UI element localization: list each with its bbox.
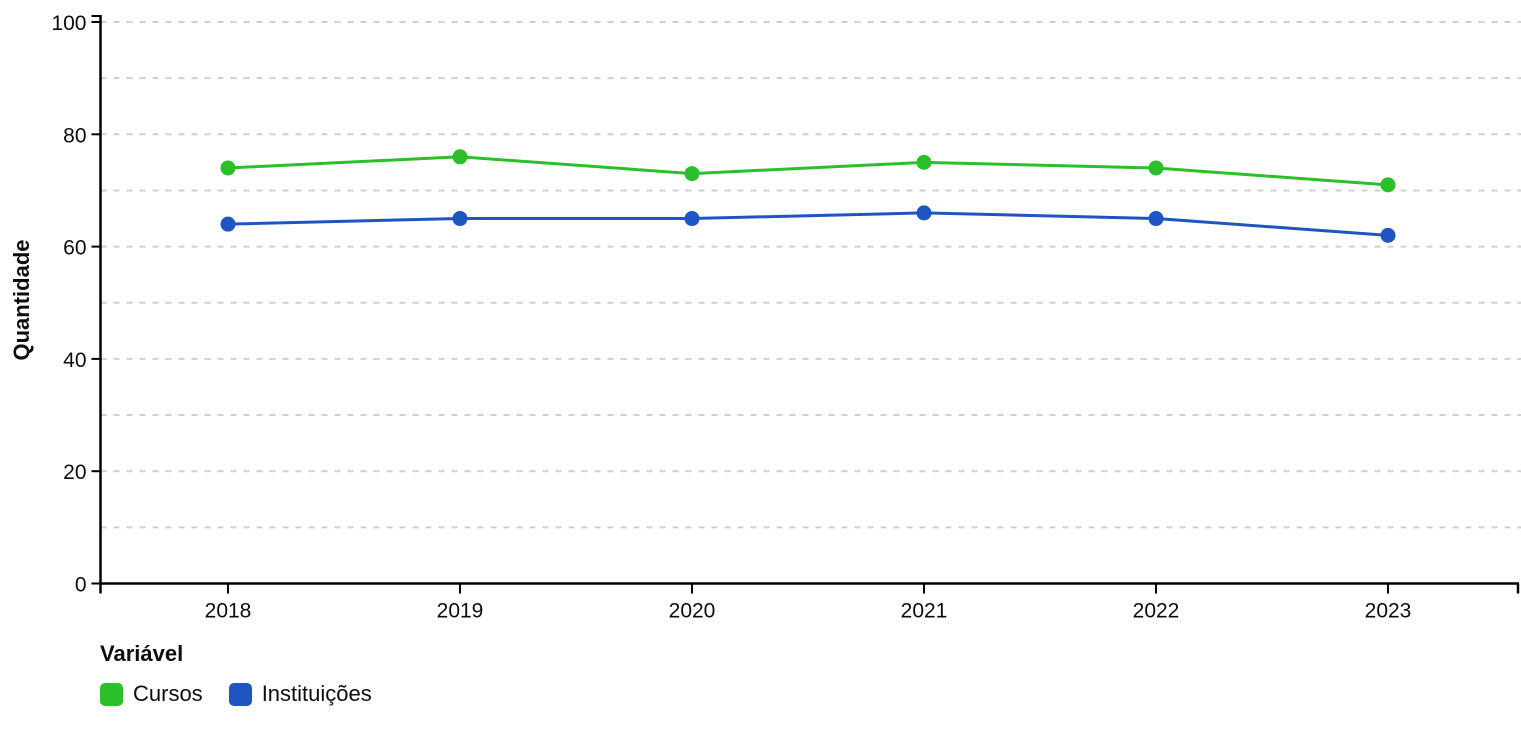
legend-title: Variável — [100, 641, 184, 666]
data-point-cursos-2022[interactable] — [1148, 160, 1164, 176]
series-line-instituicoes — [226, 211, 1390, 237]
x-tick-label-2018: 2018 — [205, 600, 252, 623]
series-line-cursos — [226, 155, 1390, 187]
x-tick-label-2020: 2020 — [669, 600, 716, 623]
y-tick-label-20: 20 — [63, 461, 86, 484]
legend-label-instituicoes: Instituições — [261, 681, 372, 706]
x-tick-label-2021: 2021 — [901, 600, 948, 623]
y-tick-label-100: 100 — [51, 12, 86, 35]
legend-items: Cursos Instituições — [100, 681, 372, 707]
data-point-cursos-2021[interactable] — [916, 154, 932, 170]
y-tick-label-0: 0 — [75, 574, 87, 597]
data-point-instituicoes-2023[interactable] — [1380, 227, 1396, 243]
data-point-instituicoes-2021[interactable] — [916, 205, 932, 221]
x-tick-label-2023: 2023 — [1365, 600, 1412, 623]
legend-label-cursos: Cursos — [133, 681, 203, 706]
legend-swatch-cursos-icon — [100, 682, 123, 706]
legend-item-instituicoes[interactable]: Instituições — [228, 681, 372, 707]
legend-swatch-instituicoes-icon — [228, 682, 252, 706]
y-axis-title: Quantidade — [9, 239, 34, 361]
x-tick-label-2019: 2019 — [437, 600, 484, 623]
data-point-cursos-2020[interactable] — [684, 166, 700, 182]
data-point-cursos-2019[interactable] — [452, 149, 468, 165]
data-point-instituicoes-2020[interactable] — [684, 211, 700, 227]
data-point-instituicoes-2018[interactable] — [220, 216, 236, 232]
x-tick-label-2022: 2022 — [1133, 600, 1180, 623]
y-tick-label-80: 80 — [63, 124, 86, 147]
legend: Variável Cursos Instituições — [100, 641, 372, 707]
data-point-instituicoes-2019[interactable] — [452, 211, 468, 227]
y-tick-label-60: 60 — [63, 237, 86, 260]
data-point-cursos-2023[interactable] — [1380, 177, 1396, 193]
data-point-instituicoes-2022[interactable] — [1148, 211, 1164, 227]
data-point-cursos-2018[interactable] — [220, 160, 236, 176]
y-tick-label-40: 40 — [63, 349, 86, 372]
legend-item-cursos[interactable]: Cursos — [100, 681, 203, 707]
